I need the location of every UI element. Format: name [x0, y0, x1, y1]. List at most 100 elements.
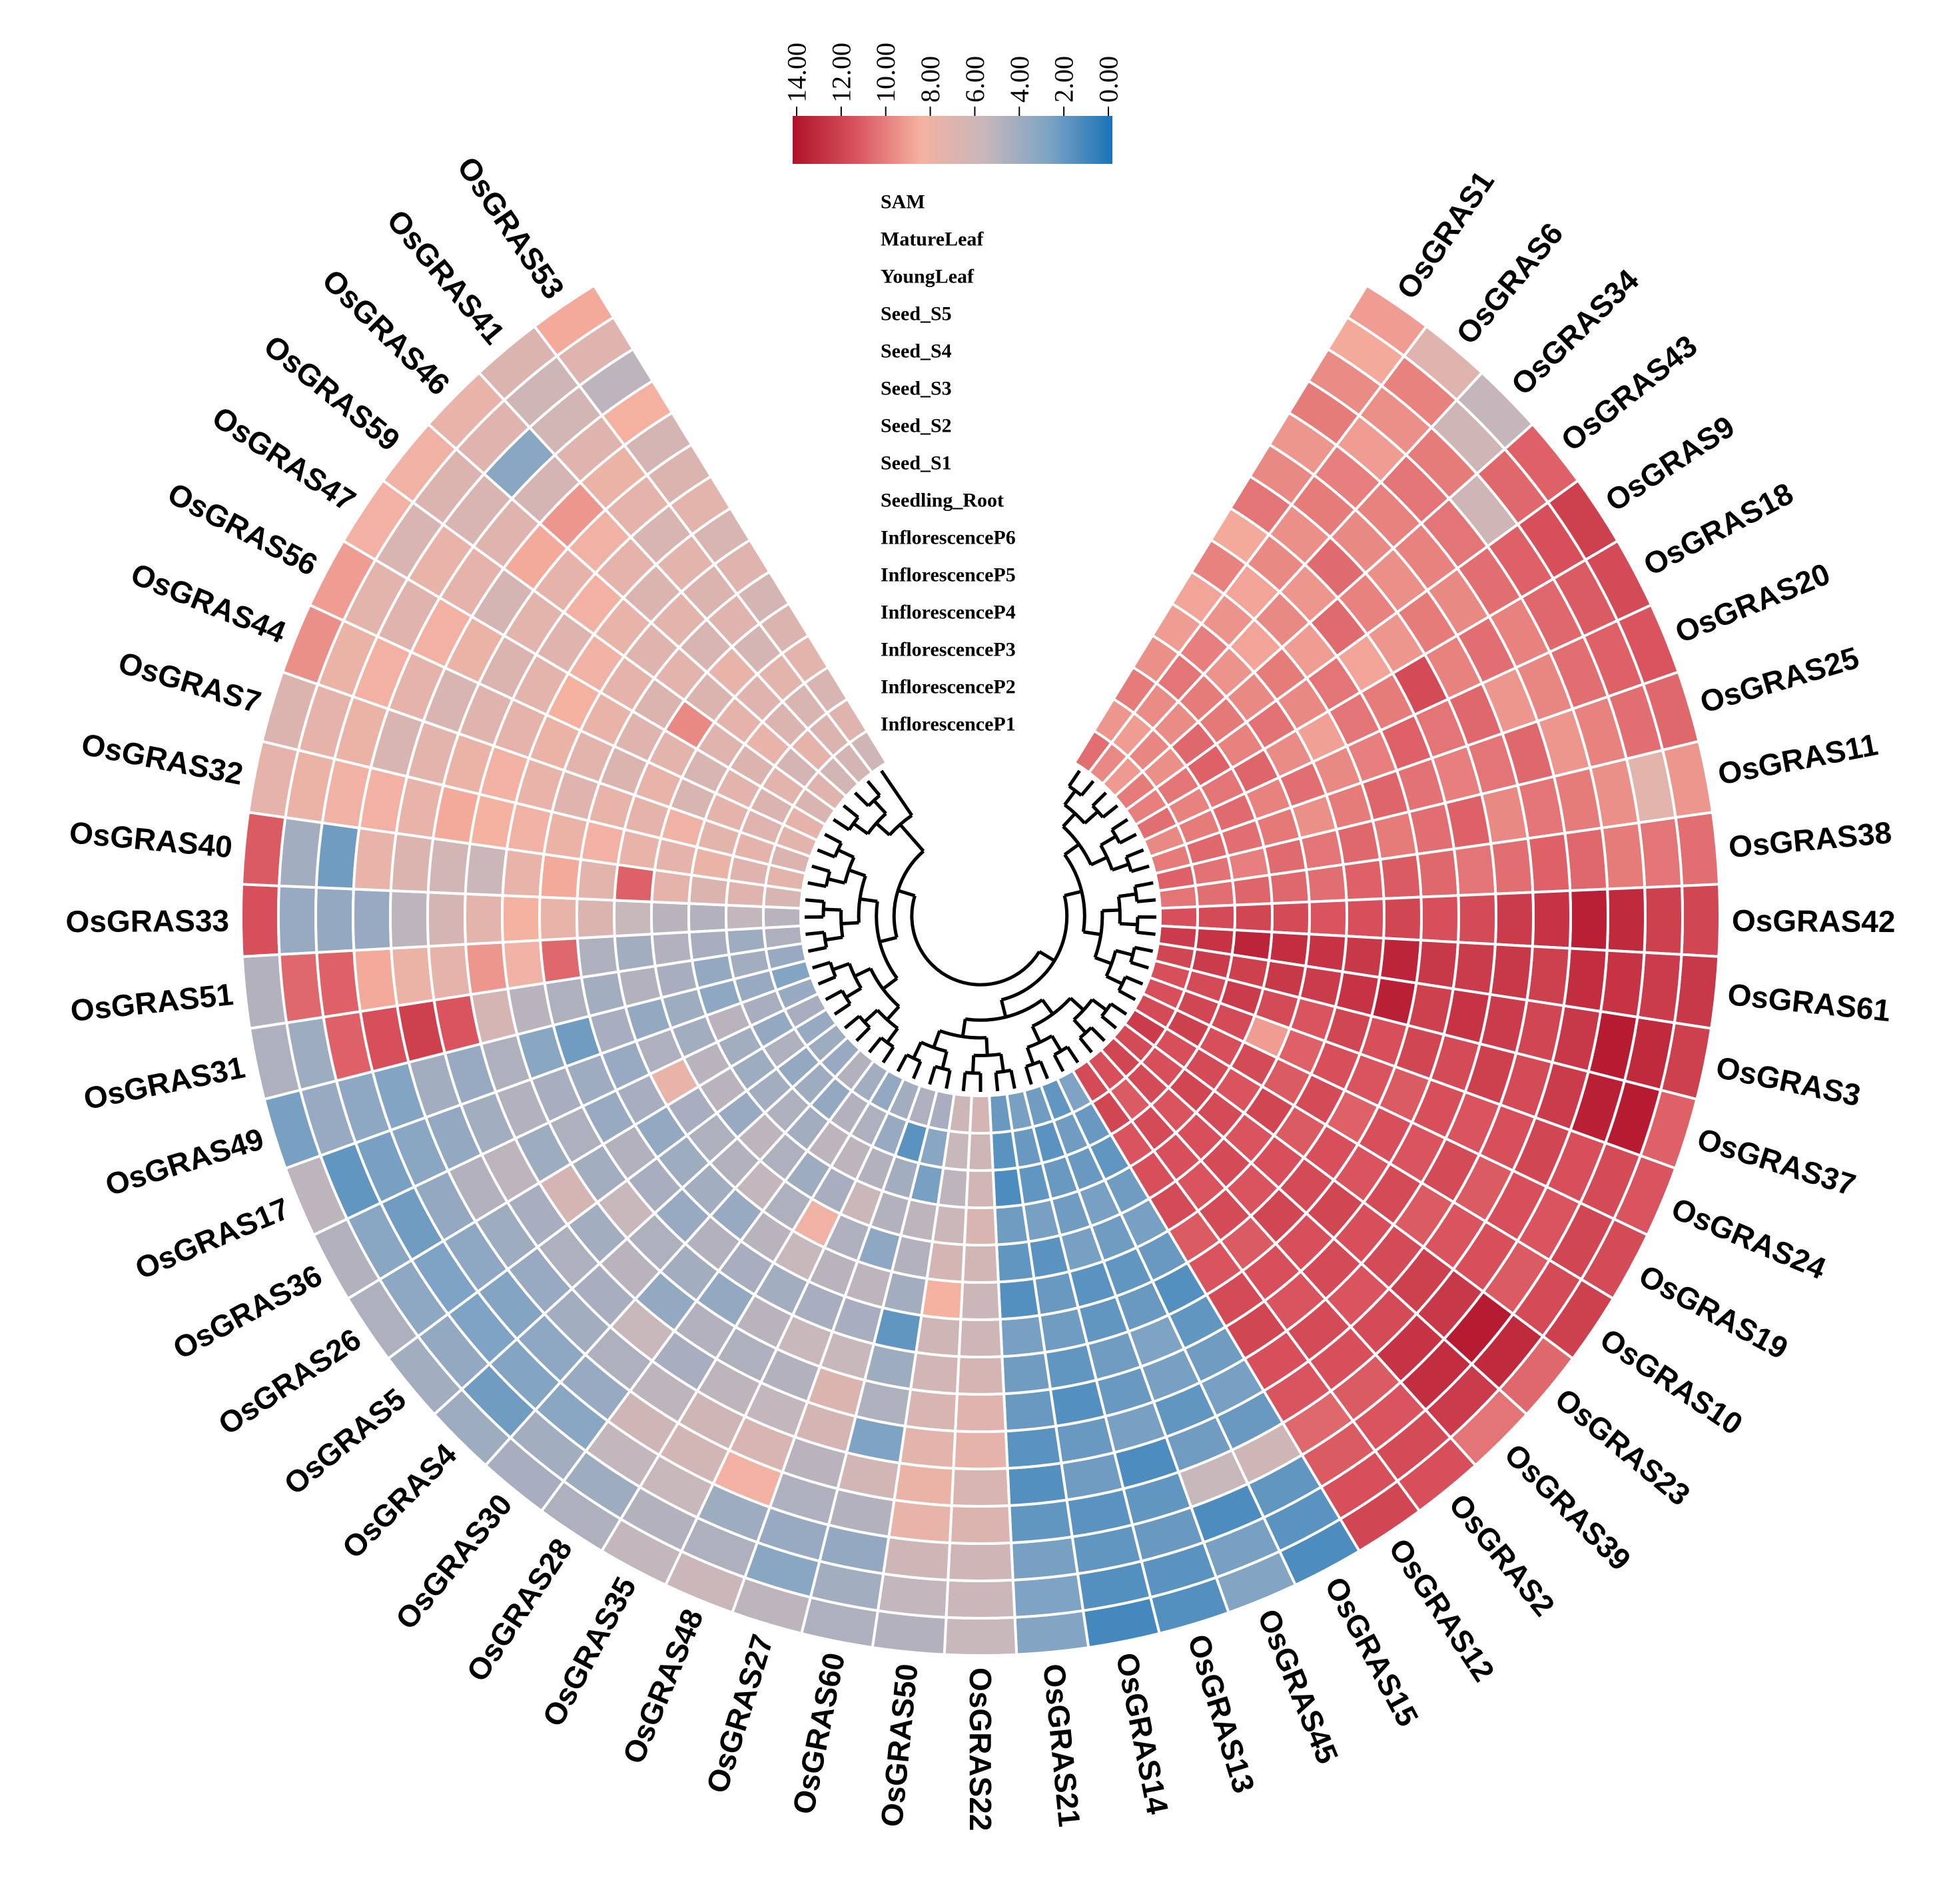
- gene-label-osgras22: OsGRAS22: [963, 1667, 998, 1831]
- tree-branch: [833, 1002, 851, 1016]
- tree-branch: [1038, 950, 1056, 963]
- cell-osgras40-seed-s5: [352, 826, 398, 893]
- cell-osgras38-inflorescencep3: [1230, 873, 1274, 907]
- tree-branch: [1136, 930, 1156, 936]
- heatmap-cells: [240, 283, 1721, 1657]
- tree-branch: [1024, 1066, 1033, 1085]
- track-label-seed-s3: Seed_S3: [881, 378, 952, 400]
- gene-label-osgras44: OsGRAS44: [126, 556, 290, 650]
- gene-label-osgras35: OsGRAS35: [536, 1572, 643, 1732]
- gene-label-osgras24: OsGRAS24: [1667, 1190, 1831, 1286]
- tree-branch: [897, 889, 916, 897]
- cell-osgras21-inflorescencep1: [988, 1092, 1014, 1135]
- cell-osgras21-seed-s5: [1008, 1498, 1074, 1544]
- tree-branch: [1110, 1002, 1128, 1016]
- tree-arc: [1135, 917, 1140, 933]
- gene-label-osgras14: OsGRAS14: [1110, 1650, 1176, 1817]
- tree-branch: [1066, 1046, 1080, 1064]
- tree-branch: [885, 1027, 899, 1044]
- cell-osgras38-inflorescencep1: [1157, 883, 1199, 910]
- cell-osgras21-inflorescencep4: [993, 1203, 1030, 1246]
- cell-osgras51-seed-s4: [390, 945, 436, 1007]
- gene-label-osgras9: OsGRAS9: [1599, 409, 1741, 518]
- tree-arc: [973, 1052, 1001, 1057]
- tree-branch: [807, 881, 827, 888]
- gene-label-osgras1: OsGRAS1: [1389, 165, 1501, 305]
- tree-branch: [824, 833, 843, 845]
- gene-label-osgras51: OsGRAS51: [69, 977, 235, 1028]
- tree-branch: [999, 999, 1008, 1018]
- cell-osgras40-inflorescencep6: [576, 857, 619, 902]
- track-label-inflorescencep3: InflorescenceP3: [881, 639, 1016, 661]
- cell-osgras38-seed-s2: [1452, 842, 1497, 897]
- cell-osgras40-seed-s4: [389, 831, 435, 894]
- tree-branch: [1078, 1037, 1093, 1054]
- tree-branch: [890, 785, 904, 802]
- track-label-youngleaf: YoungLeaf: [881, 266, 975, 288]
- gene-label-osgras3: OsGRAS3: [1713, 1049, 1864, 1113]
- cell-osgras22-matureleaf: [945, 1578, 1016, 1620]
- cell-osgras50-seedling-root: [914, 1314, 963, 1358]
- tree-branch: [1090, 1026, 1106, 1042]
- cell-osgras38-inflorescencep6: [1342, 857, 1385, 902]
- colorbar-tick-label: 6.00: [960, 56, 990, 103]
- colorbar-tick-label: 12.00: [826, 43, 856, 103]
- tree-branch: [1105, 975, 1123, 986]
- tree-arc: [1104, 950, 1118, 977]
- tree-branch: [807, 945, 827, 953]
- tree-branch: [1100, 835, 1117, 847]
- cell-osgras33-inflorescencep4: [650, 900, 691, 936]
- cell-osgras38-seedling-root: [1378, 852, 1423, 901]
- cell-osgras33-seed-s1: [501, 894, 542, 944]
- tree-arc: [867, 794, 881, 807]
- cell-osgras50-seed-s5: [887, 1498, 953, 1544]
- colorbar-tick-label: 14.00: [782, 43, 812, 103]
- colorbar-tick-label: 2.00: [1049, 56, 1079, 103]
- cell-osgras33-youngleaf: [314, 886, 356, 954]
- tree-branch: [868, 1037, 883, 1054]
- cell-osgras42-inflorescencep5: [1308, 899, 1348, 938]
- cell-osgras38-seed-s3: [1489, 837, 1535, 895]
- tree-branch: [1050, 1035, 1063, 1052]
- gene-label-osgras21: OsGRAS21: [1036, 1662, 1087, 1828]
- cell-osgras21-inflorescencep6: [996, 1276, 1041, 1321]
- tree-branch: [1130, 961, 1149, 970]
- tree-arc: [892, 849, 925, 938]
- tree-branch: [842, 804, 859, 819]
- tree-branch: [1102, 804, 1119, 819]
- tree-branch: [1063, 843, 1080, 856]
- tree-branch: [1083, 930, 1102, 937]
- tree-arc: [880, 1036, 895, 1049]
- cell-osgras40-seed-s3: [426, 837, 472, 895]
- cell-osgras33-inflorescencep6: [576, 897, 616, 940]
- tree-branch: [1083, 810, 1099, 825]
- tree-branch: [843, 1015, 861, 1030]
- gene-label-osgras13: OsGRAS13: [1181, 1630, 1262, 1797]
- tree-branch: [873, 799, 887, 815]
- tree-branch: [827, 877, 846, 885]
- gene-label-osgras38: OsGRAS38: [1727, 815, 1893, 864]
- cell-osgras38-seed-s4: [1526, 831, 1572, 894]
- gene-label-osgras31: OsGRAS31: [81, 1049, 248, 1116]
- cell-osgras51-seedling-root: [538, 937, 584, 985]
- cell-osgras22-inflorescencep6: [959, 1280, 1002, 1322]
- cell-osgras21-seedling-root: [998, 1314, 1047, 1358]
- cell-osgras50-seed-s4: [893, 1461, 955, 1508]
- tree-branch: [1118, 833, 1137, 845]
- tree-branch: [879, 935, 897, 944]
- track-label-seedling-root: Seedling_Root: [881, 490, 1004, 512]
- tree-branch: [945, 1070, 952, 1089]
- cell-osgras22-seed-s4: [950, 1466, 1011, 1508]
- tree-branch: [853, 791, 870, 807]
- cell-osgras42-seed-s3: [1493, 891, 1535, 948]
- tree-branch: [896, 1054, 909, 1073]
- cell-osgras33-seed-s4: [389, 889, 430, 950]
- cell-osgras22-inflorescencep3: [965, 1169, 996, 1210]
- tree-arc: [847, 963, 863, 989]
- tree-branch: [1100, 1015, 1118, 1030]
- tree-branch: [823, 907, 841, 912]
- track-label-inflorescencep4: InflorescenceP4: [881, 602, 1016, 624]
- tree-branch: [1038, 1061, 1049, 1080]
- tree-branch: [1118, 989, 1136, 1001]
